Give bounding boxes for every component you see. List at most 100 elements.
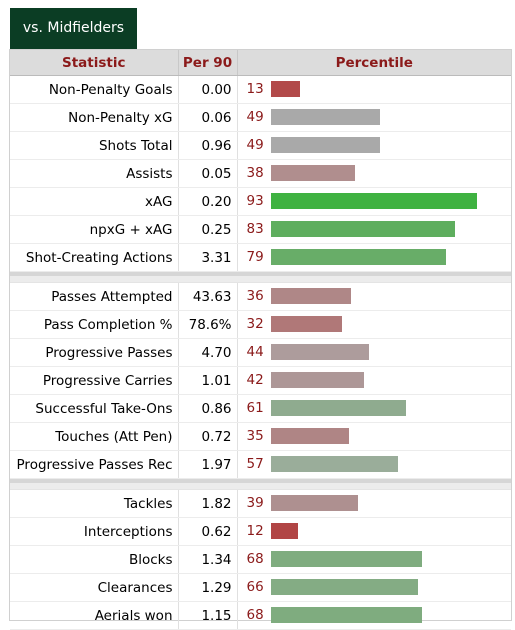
per90-value: 0.96 — [178, 131, 238, 160]
statistic-name: Interceptions — [10, 517, 179, 546]
column-header-percentile[interactable]: Percentile — [237, 50, 511, 76]
percentile-bar — [270, 316, 342, 332]
table-row: Progressive Passes Rec 1.97 57 — [10, 450, 511, 479]
percentile-value: 36 — [246, 288, 264, 304]
percentile-value: 49 — [246, 137, 264, 153]
per90-value: 43.63 — [178, 282, 238, 311]
percentile-value: 13 — [246, 81, 264, 97]
gap-cell — [237, 483, 511, 490]
table-row: xAG 0.20 93 — [10, 187, 511, 216]
percentile-cell: 57 — [237, 450, 511, 479]
percentile-value: 57 — [246, 456, 264, 472]
percentile-cell: 49 — [237, 131, 511, 160]
per90-value: 1.82 — [178, 489, 238, 518]
scouting-report-table: Statistic Per 90 Percentile Non-Penalty … — [10, 50, 511, 630]
statistic-name: Successful Take-Ons — [10, 394, 179, 423]
percentile-bar — [270, 495, 358, 511]
table-row: Pass Completion % 78.6% 32 — [10, 310, 511, 339]
percentile-bar — [270, 193, 477, 209]
gap-cell — [178, 483, 237, 490]
separator-cell — [10, 478, 511, 483]
per90-value: 1.01 — [178, 366, 238, 395]
table-row: npxG + xAG 0.25 83 — [10, 215, 511, 244]
per90-value: 0.20 — [178, 187, 238, 216]
per90-value: 1.15 — [178, 601, 238, 630]
percentile-bar — [270, 579, 418, 595]
table-row: Tackles 1.82 39 — [10, 489, 511, 518]
statistic-name: Shots Total — [10, 131, 179, 160]
section-separator — [10, 271, 511, 276]
table-row: Interceptions 0.62 12 — [10, 517, 511, 546]
percentile-value: 66 — [246, 579, 264, 595]
percentile-bar — [270, 221, 455, 237]
table-body: Non-Penalty Goals 0.00 13 Non-Penalty xG 0.0… — [10, 75, 511, 630]
percentile-bar — [270, 372, 364, 388]
statistic-name: npxG + xAG — [10, 215, 179, 244]
section-gap — [10, 483, 511, 490]
percentile-cell: 13 — [237, 75, 511, 104]
percentile-cell: 93 — [237, 187, 511, 216]
percentile-value: 12 — [246, 523, 264, 539]
column-header-per90[interactable]: Per 90 — [178, 50, 238, 76]
statistic-name: xAG — [10, 187, 179, 216]
per90-value: 0.72 — [178, 422, 238, 451]
statistic-name: Passes Attempted — [10, 282, 179, 311]
table-row: Progressive Passes 4.70 44 — [10, 338, 511, 367]
percentile-cell: 61 — [237, 394, 511, 423]
gap-cell — [10, 483, 178, 490]
percentile-bar — [270, 249, 446, 265]
percentile-cell: 35 — [237, 422, 511, 451]
tab-vs-midfielders[interactable]: vs. Midfielders — [10, 8, 137, 49]
percentile-cell: 68 — [237, 545, 511, 574]
percentile-cell: 79 — [237, 243, 511, 272]
percentile-cell: 66 — [237, 573, 511, 602]
per90-value: 0.06 — [178, 103, 238, 132]
percentile-value: 32 — [246, 316, 264, 332]
table-row: Non-Penalty xG 0.06 49 — [10, 103, 511, 132]
percentile-value: 39 — [246, 495, 264, 511]
table-row: Blocks 1.34 68 — [10, 545, 511, 574]
table-row: Non-Penalty Goals 0.00 13 — [10, 75, 511, 104]
section-separator — [10, 478, 511, 483]
table-row: Successful Take-Ons 0.86 61 — [10, 394, 511, 423]
percentile-cell: 36 — [237, 282, 511, 311]
statistic-name: Touches (Att Pen) — [10, 422, 179, 451]
per90-value: 1.34 — [178, 545, 238, 574]
percentile-bar — [270, 551, 422, 567]
gap-cell — [178, 276, 237, 283]
percentile-bar — [270, 607, 422, 623]
table-row: Shot-Creating Actions 3.31 79 — [10, 243, 511, 272]
percentile-table-panel: Statistic Per 90 Percentile Non-Penalty … — [9, 49, 512, 630]
percentile-cell: 49 — [237, 103, 511, 132]
table-row: Progressive Carries 1.01 42 — [10, 366, 511, 395]
section-gap — [10, 276, 511, 283]
statistic-name: Aerials won — [10, 601, 179, 630]
percentile-value: 68 — [246, 551, 264, 567]
percentile-cell: 42 — [237, 366, 511, 395]
percentile-cell: 44 — [237, 338, 511, 367]
table-row: Touches (Att Pen) 0.72 35 — [10, 422, 511, 451]
per90-value: 0.86 — [178, 394, 238, 423]
per90-value: 0.62 — [178, 517, 238, 546]
column-header-statistic[interactable]: Statistic — [10, 50, 179, 76]
statistic-name: Non-Penalty Goals — [10, 75, 179, 104]
statistic-name: Non-Penalty xG — [10, 103, 179, 132]
percentile-bar — [270, 165, 355, 181]
table-header-row: Statistic Per 90 Percentile — [10, 50, 511, 76]
percentile-value: 49 — [246, 109, 264, 125]
percentile-value: 44 — [246, 344, 264, 360]
percentile-cell: 12 — [237, 517, 511, 546]
percentile-value: 79 — [246, 249, 264, 265]
percentile-cell: 39 — [237, 489, 511, 518]
table-row: Assists 0.05 38 — [10, 159, 511, 188]
percentile-bar — [270, 109, 380, 125]
percentile-value: 38 — [246, 165, 264, 181]
percentile-value: 83 — [246, 221, 264, 237]
percentile-cell: 83 — [237, 215, 511, 244]
percentile-bar — [270, 456, 398, 472]
statistic-name: Progressive Passes — [10, 338, 179, 367]
percentile-bar — [270, 288, 351, 304]
percentile-value: 68 — [246, 607, 264, 623]
table-row: Clearances 1.29 66 — [10, 573, 511, 602]
gap-cell — [237, 276, 511, 283]
